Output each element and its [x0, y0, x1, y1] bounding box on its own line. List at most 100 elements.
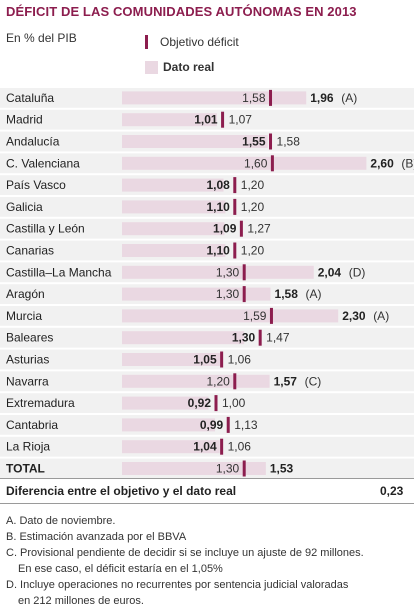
category-label: La Rioja [6, 440, 50, 454]
target-tick [242, 460, 246, 477]
actual-bar [122, 287, 271, 301]
target-label: 1,20 [241, 178, 265, 192]
actual-label: 0,92 [188, 396, 212, 410]
target-tick [269, 89, 273, 106]
target-label: 1,47 [266, 331, 290, 345]
legend-target: Objetivo déficit [145, 35, 239, 49]
actual-label: 1,09 [213, 222, 237, 236]
legend-target-label: Objetivo déficit [160, 35, 239, 49]
target-tick [233, 198, 237, 215]
note-label: (B) [401, 156, 414, 170]
actual-bar [122, 396, 209, 410]
actual-label: 1,58 [275, 287, 299, 301]
target-tick [226, 416, 230, 433]
footnote: C. Provisional pendiente de decidir si s… [6, 547, 364, 559]
target-label: 1,20 [241, 244, 265, 258]
actual-label: 1,57 [274, 374, 298, 388]
actual-label: 1,04 [193, 440, 217, 454]
category-label: Murcia [6, 309, 42, 323]
actual-label: 1,30 [232, 331, 256, 345]
note-label: (A) [341, 91, 357, 105]
actual-bar [122, 178, 224, 192]
target-tick [242, 286, 246, 303]
actual-bar [122, 418, 216, 432]
actual-bar [122, 265, 314, 279]
actual-bar [122, 156, 367, 170]
category-label: Canarias [6, 244, 54, 258]
category-label: Andalucía [6, 135, 60, 149]
target-tick [221, 111, 225, 128]
actual-label: 1,08 [206, 178, 230, 192]
actual-bar [122, 353, 221, 366]
actual-bar [122, 462, 266, 475]
target-label: 1,06 [228, 440, 252, 454]
target-label: 1,27 [247, 222, 271, 236]
category-label: C. Valenciana [6, 156, 80, 170]
actual-label: 1,05 [193, 353, 217, 367]
target-label: 1,30 [216, 462, 240, 476]
actual-bar [122, 113, 217, 127]
target-tick [233, 242, 237, 259]
actual-label: 1,53 [270, 462, 294, 476]
summary-value: 0,23 [380, 484, 404, 498]
note-label: (A) [373, 309, 389, 323]
target-label: 1,20 [241, 200, 265, 214]
actual-label: 1,10 [206, 200, 230, 214]
actual-label: 1,96 [310, 91, 334, 105]
legend-actual-swatch [145, 60, 158, 74]
summary-row: Diferencia entre el objetivo y el dato r… [0, 478, 414, 504]
category-label: Castilla y León [6, 222, 85, 236]
actual-bar [122, 222, 225, 236]
actual-bar [122, 200, 226, 214]
actual-bar [122, 309, 339, 323]
actual-bar [122, 135, 268, 148]
target-tick [242, 264, 246, 281]
target-tick [258, 329, 262, 346]
target-label: 1,07 [229, 113, 253, 127]
deficit-chart: Cataluña 1,58 1,96 (A) Madrid 1,01 1,07 Andaluc… [0, 88, 414, 478]
category-label: Galicia [6, 200, 43, 214]
category-label: Cantabria [6, 418, 58, 432]
target-label: 1,60 [244, 156, 268, 170]
actual-bar [122, 91, 307, 105]
actual-label: 2,30 [342, 309, 366, 323]
footnote: B. Estimación avanzada por el BBVA [6, 531, 187, 543]
target-tick [270, 155, 274, 172]
target-tick [269, 133, 273, 150]
footnote: En ese caso, el déficit estaría en el 1,… [18, 563, 223, 575]
footnote: D. Incluye operaciones no recurrentes po… [6, 579, 349, 591]
actual-bar [122, 331, 245, 345]
actual-label: 1,55 [242, 135, 266, 149]
chart-title: DÉFICIT DE LAS COMUNIDADES AUTÓNOMAS EN … [6, 4, 357, 19]
target-tick [239, 220, 243, 237]
actual-label: 1,10 [206, 244, 230, 258]
actual-label: 0,99 [200, 418, 224, 432]
target-label: 1,30 [216, 265, 240, 279]
actual-label: 2,60 [370, 156, 394, 170]
target-label: 1,13 [234, 418, 258, 432]
category-label: Navarra [6, 374, 49, 388]
category-label: Baleares [6, 331, 53, 345]
target-label: 1,58 [242, 91, 266, 105]
footnote: en 212 millones de euros. [18, 595, 144, 607]
target-label: 1,59 [243, 309, 267, 323]
category-label: Aragón [6, 287, 45, 301]
footnote: A. Dato de noviembre. [6, 515, 116, 527]
unit-label: En % del PIB [6, 31, 77, 45]
legend-actual-label: Dato real [163, 60, 215, 74]
actual-bar [122, 440, 220, 454]
target-label: 1,20 [206, 374, 230, 388]
target-tick [220, 438, 224, 455]
target-label: 1,06 [228, 353, 252, 367]
target-label: 1,58 [277, 135, 301, 149]
footnotes: A. Dato de noviembre. B. Estimación avan… [6, 513, 410, 609]
actual-label: 1,01 [194, 113, 218, 127]
legend-target-swatch [145, 35, 148, 49]
category-label: Cataluña [6, 91, 54, 105]
target-label: 1,00 [222, 396, 246, 410]
note-label: (D) [349, 265, 366, 279]
target-tick [214, 395, 218, 412]
target-tick [220, 351, 224, 368]
category-label: Madrid [6, 113, 43, 127]
target-label: 1,30 [216, 287, 240, 301]
